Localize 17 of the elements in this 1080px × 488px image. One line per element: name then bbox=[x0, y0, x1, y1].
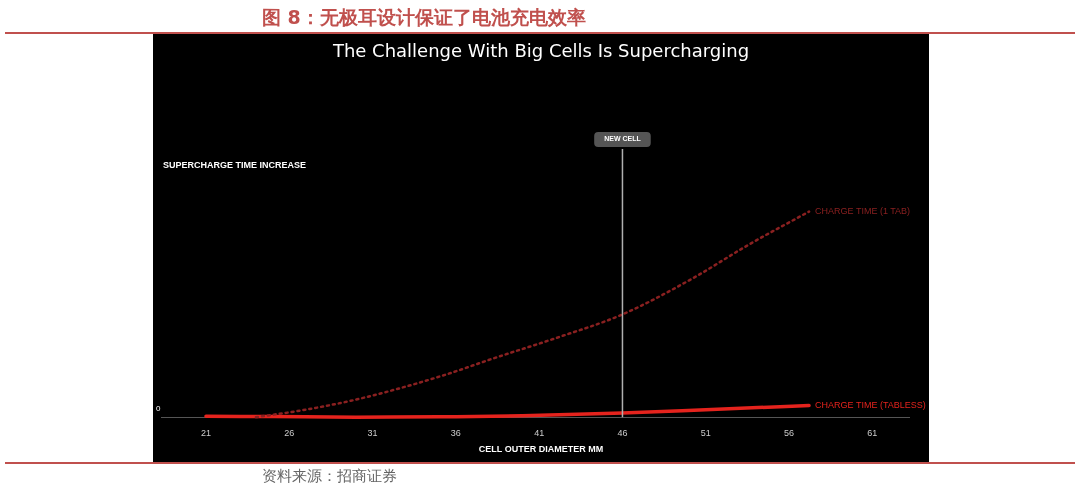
x-tick-label: 26 bbox=[284, 428, 295, 439]
text: 资料来源：招商证券 bbox=[262, 467, 397, 486]
x-axis-title: CELL OUTER DIAMETER MM bbox=[477, 444, 605, 454]
x-tick-label: 36 bbox=[450, 428, 461, 439]
series-label: CHARGE TIME (TABLESS) bbox=[815, 399, 926, 410]
text: 0 bbox=[156, 404, 161, 414]
x-tick-label: 41 bbox=[534, 428, 545, 439]
x-tick-label: 31 bbox=[367, 428, 378, 439]
x-tick-label: 56 bbox=[784, 428, 795, 439]
y-axis-title: SUPERCHARGE TIME INCREASE bbox=[163, 160, 307, 170]
chart-title: 图 8：无极耳设计保证了电池充电效率 bbox=[262, 5, 586, 30]
x-tick-label: 51 bbox=[700, 428, 711, 439]
x-tick-label: 61 bbox=[867, 428, 878, 439]
x-tick-label: 21 bbox=[200, 428, 211, 439]
series-label: CHARGE TIME (1 TAB) bbox=[815, 206, 911, 217]
chart-subtitle: The Challenge With Big Cells Is Supercharging bbox=[331, 40, 751, 61]
x-tick-label: 46 bbox=[617, 428, 628, 439]
